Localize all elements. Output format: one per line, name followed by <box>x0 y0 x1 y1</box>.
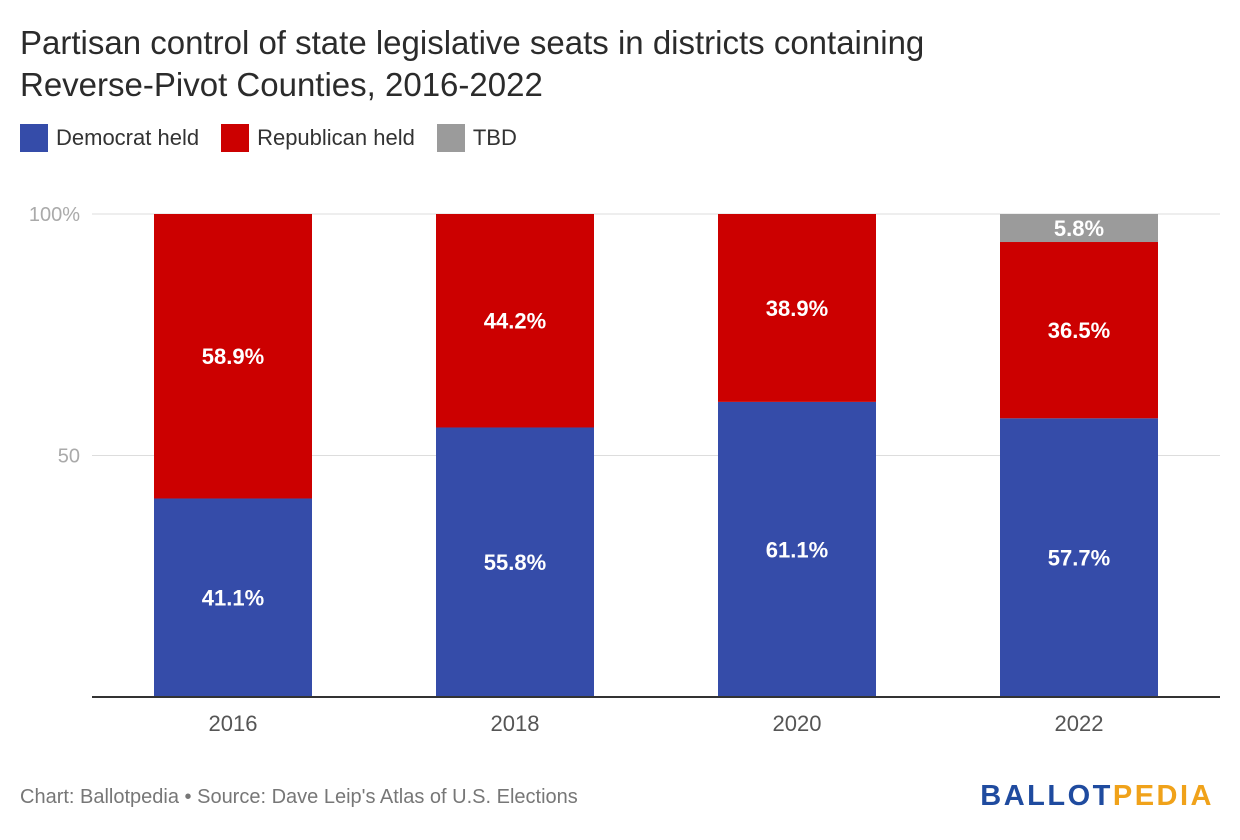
x-tick-label: 2018 <box>491 711 540 736</box>
bar-segment <box>436 427 594 697</box>
data-label: 61.1% <box>766 537 828 562</box>
bar-segment <box>154 214 312 499</box>
stacked-bar-chart: 50 100% 41.1% 58.9% 2016 55.8% 44.2% 2018 61.1% 3… <box>29 204 1220 736</box>
legend-swatch-democrat <box>20 124 48 152</box>
data-label: 41.1% <box>202 586 264 611</box>
bar-segment <box>718 401 876 697</box>
legend-item-democrat: Democrat held <box>20 124 199 152</box>
legend-swatch-tbd <box>436 124 465 152</box>
bar-segment <box>154 498 312 697</box>
logo-part-pedia: PEDIA <box>1112 780 1214 812</box>
data-label: 58.9% <box>202 344 264 369</box>
data-label: 5.8% <box>1054 216 1104 241</box>
legend-item-tbd: TBD <box>436 124 517 152</box>
bar-segment <box>1000 242 1158 419</box>
bar-segment <box>436 214 594 428</box>
legend-swatch-republican <box>221 124 250 152</box>
legend-label-democrat: Democrat held <box>56 125 200 150</box>
ballotpedia-logo[interactable]: BALLOTPEDIA <box>980 780 1214 813</box>
data-label: 36.5% <box>1048 318 1110 343</box>
data-label: 57.7% <box>1048 546 1110 571</box>
bar-segment <box>1000 214 1158 243</box>
data-label: 44.2% <box>484 309 546 334</box>
y-tick-label: 50 <box>58 446 80 468</box>
legend-label-republican: Republican held <box>257 125 415 150</box>
bar-segment <box>718 214 876 402</box>
logo-part-ballot: BALLOT <box>980 780 1113 812</box>
x-tick-label: 2022 <box>1055 711 1104 736</box>
chart-title: Partisan control of state legislative se… <box>20 24 925 103</box>
bar-segment <box>1000 418 1158 697</box>
legend-item-republican: Republican held <box>221 124 415 152</box>
data-label: 55.8% <box>484 550 546 575</box>
x-tick-label: 2016 <box>209 711 258 736</box>
data-label: 38.9% <box>766 296 828 321</box>
x-tick-label: 2020 <box>773 711 822 736</box>
legend-label-tbd: TBD <box>472 125 517 150</box>
source-credit: Chart: Ballotpedia • Source: Dave Leip's… <box>20 786 578 808</box>
y-tick-label: 100% <box>29 204 80 226</box>
legend: Democrat held Republican held TBD <box>20 124 539 152</box>
